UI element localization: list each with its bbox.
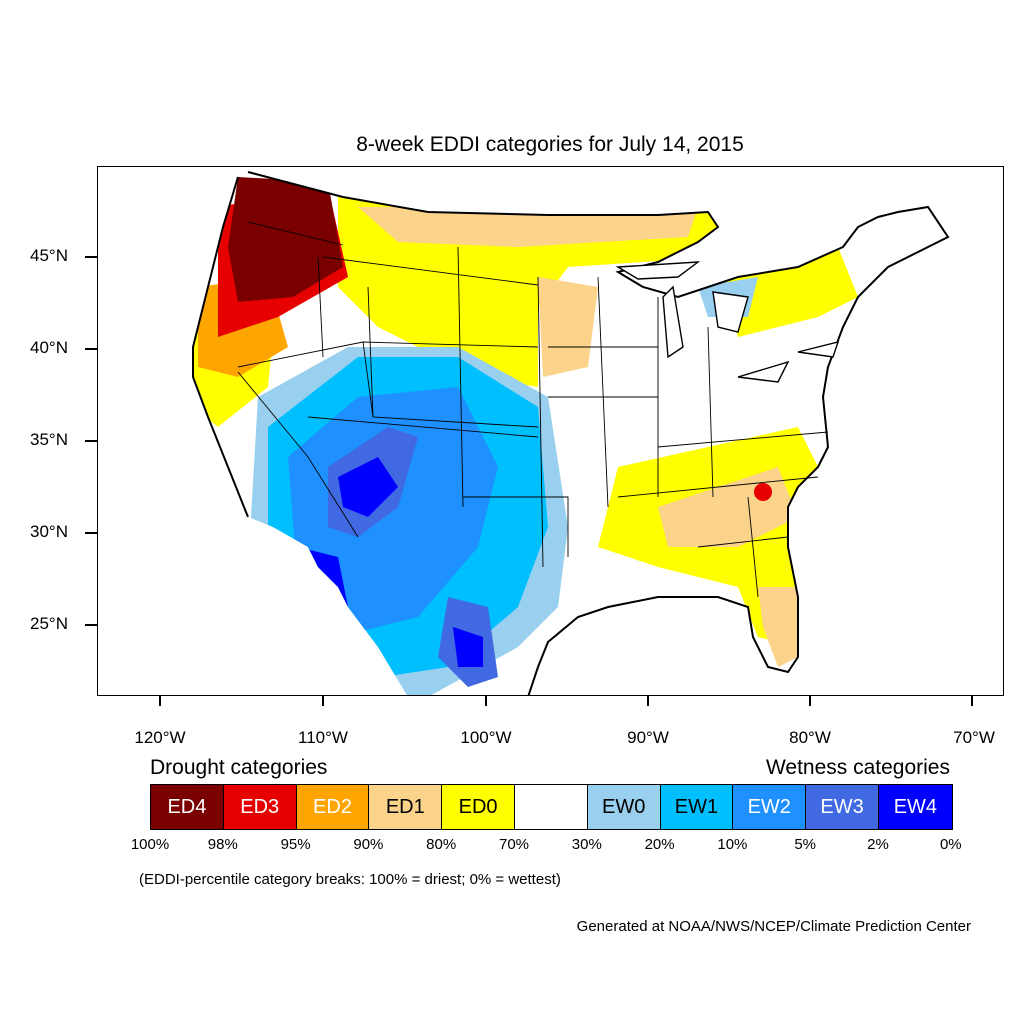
lat-label: 35°N (30, 430, 68, 449)
break-label: 20% (644, 836, 675, 853)
lat-label: 25°N (30, 614, 68, 633)
ed3-region-carolinas (754, 483, 772, 501)
ed1-region-florida (758, 587, 798, 667)
break-label: 90% (353, 836, 384, 853)
legend-swatch: EW4 (878, 785, 952, 829)
ed1-region-plains (538, 277, 598, 377)
lon-label: 100°W (460, 728, 512, 747)
lon-tick (971, 696, 973, 706)
lon-label: 70°W (953, 728, 995, 747)
ed0-region-north (338, 197, 718, 387)
ew4-region-four-corners (338, 457, 398, 517)
break-label: 5% (794, 836, 817, 853)
break-label: 10% (717, 836, 748, 853)
legend-swatch: ED1 (369, 785, 443, 829)
break-label: 2% (867, 836, 889, 853)
legend-swatch (514, 785, 588, 829)
lat-label: 40°N (30, 338, 68, 357)
lat-tick (85, 440, 97, 442)
lon-tick (159, 696, 161, 706)
lon-tick (322, 696, 324, 706)
lat-tick (85, 532, 97, 534)
eddi-map (97, 166, 1004, 696)
break-label: 98% (207, 836, 238, 853)
map-canvas (192, 171, 950, 695)
legend-swatch: ED0 (442, 785, 515, 829)
map-title: 8-week EDDI categories for July 14, 2015 (356, 133, 744, 156)
legend-swatch: ED2 (296, 785, 370, 829)
ed1-region-north (358, 207, 698, 247)
legend-swatch: EW0 (587, 785, 661, 829)
lat-tick (85, 256, 97, 258)
category-note: (EDDI-percentile category breaks: 100% =… (139, 871, 561, 888)
break-label: 70% (498, 836, 530, 853)
credit-text: Generated at NOAA/NWS/NCEP/Climate Predi… (576, 918, 971, 935)
ew4-region-west-texas (453, 627, 483, 667)
great-lakes (615, 261, 840, 383)
legend-swatch: EW2 (733, 785, 807, 829)
legend-swatch: ED4 (151, 785, 224, 829)
lon-tick (485, 696, 487, 706)
lat-label: 45°N (30, 246, 68, 265)
lon-label: 120°W (134, 728, 186, 747)
lat-tick (85, 624, 97, 626)
state-borders (237, 221, 829, 598)
lon-tick (647, 696, 649, 706)
break-label: 80% (426, 836, 457, 853)
lon-label: 90°W (627, 728, 669, 747)
break-label: 100% (130, 836, 170, 853)
coastline (192, 171, 950, 695)
break-label: 30% (571, 836, 602, 853)
category-legend: ED4 ED3 ED2 ED1 ED0 EW0 EW1 EW2 EW3 EW4 (150, 784, 953, 830)
lon-label: 80°W (789, 728, 831, 747)
lon-label: 110°W (298, 728, 348, 747)
legend-swatch: EW1 (660, 785, 734, 829)
break-label: 95% (280, 836, 311, 853)
drought-heading: Drought categories (150, 756, 328, 779)
wetness-heading: Wetness categories (765, 756, 950, 779)
lon-tick (809, 696, 811, 706)
legend-swatch: EW3 (806, 785, 879, 829)
legend-swatch: ED3 (223, 785, 297, 829)
lat-label: 30°N (30, 522, 68, 541)
ed4-region-northwest (228, 177, 343, 302)
break-label: 0% (939, 836, 962, 853)
lat-tick (85, 348, 97, 350)
